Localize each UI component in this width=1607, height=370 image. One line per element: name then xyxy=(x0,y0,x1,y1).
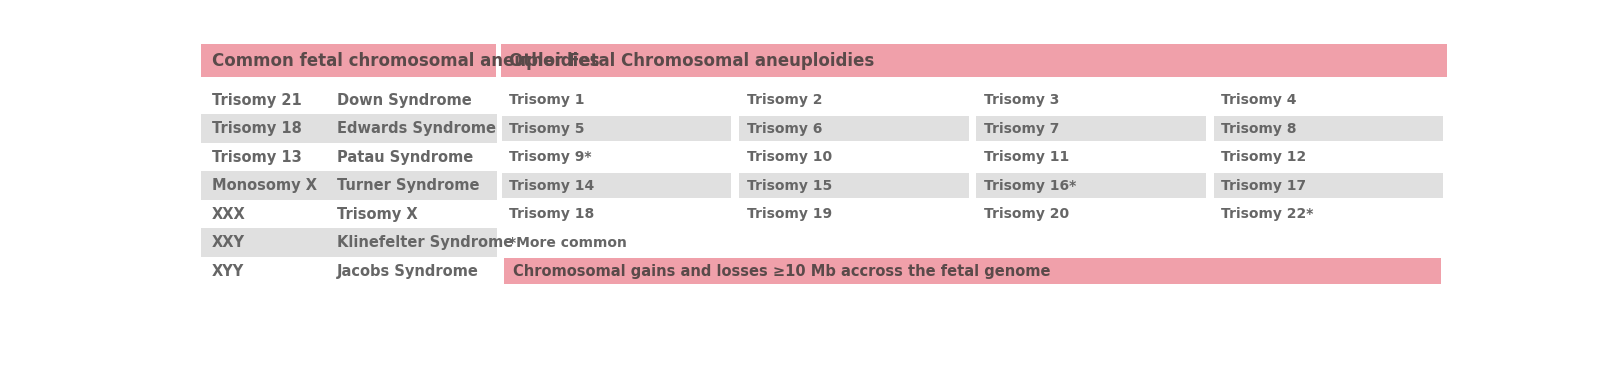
FancyBboxPatch shape xyxy=(975,173,1205,198)
Text: Trisomy 7: Trisomy 7 xyxy=(983,122,1059,136)
Text: Trisomy 6: Trisomy 6 xyxy=(746,122,821,136)
FancyBboxPatch shape xyxy=(201,228,498,257)
Text: Trisomy 5: Trisomy 5 xyxy=(509,122,585,136)
Text: Chromosomal gains and losses ≥10 Mb accross the fetal genome: Chromosomal gains and losses ≥10 Mb accr… xyxy=(513,264,1049,279)
Text: Trisomy 10: Trisomy 10 xyxy=(746,150,831,164)
FancyBboxPatch shape xyxy=(739,145,967,170)
Text: Trisomy 8: Trisomy 8 xyxy=(1221,122,1297,136)
FancyBboxPatch shape xyxy=(1213,88,1443,113)
Text: Trisomy 9*: Trisomy 9* xyxy=(509,150,591,164)
FancyBboxPatch shape xyxy=(739,116,967,141)
Text: Klinefelter Syndrome: Klinefelter Syndrome xyxy=(336,235,513,250)
Text: Jacobs Syndrome: Jacobs Syndrome xyxy=(336,264,479,279)
FancyBboxPatch shape xyxy=(497,44,501,77)
Text: Trisomy 22*: Trisomy 22* xyxy=(1221,207,1313,221)
FancyBboxPatch shape xyxy=(1213,202,1443,227)
Text: Down Syndrome: Down Syndrome xyxy=(336,93,471,108)
FancyBboxPatch shape xyxy=(975,116,1205,141)
FancyBboxPatch shape xyxy=(497,77,500,329)
FancyBboxPatch shape xyxy=(501,202,731,227)
Text: Trisomy 17: Trisomy 17 xyxy=(1221,179,1306,193)
Text: Turner Syndrome: Turner Syndrome xyxy=(336,178,479,193)
FancyBboxPatch shape xyxy=(201,114,498,143)
Text: Trisomy 11: Trisomy 11 xyxy=(983,150,1069,164)
Text: Trisomy 20: Trisomy 20 xyxy=(983,207,1069,221)
Text: Trisomy 3: Trisomy 3 xyxy=(983,93,1059,107)
FancyBboxPatch shape xyxy=(501,116,731,141)
Text: Trisomy 16*: Trisomy 16* xyxy=(983,179,1075,193)
Text: Trisomy 18: Trisomy 18 xyxy=(509,207,595,221)
FancyBboxPatch shape xyxy=(201,257,498,285)
FancyBboxPatch shape xyxy=(1213,116,1443,141)
FancyBboxPatch shape xyxy=(501,88,731,113)
FancyBboxPatch shape xyxy=(501,173,731,198)
Text: Edwards Syndrome: Edwards Syndrome xyxy=(336,121,495,136)
Text: Patau Syndrome: Patau Syndrome xyxy=(336,150,472,165)
FancyBboxPatch shape xyxy=(201,171,498,200)
FancyBboxPatch shape xyxy=(501,145,731,170)
FancyBboxPatch shape xyxy=(739,202,967,227)
FancyBboxPatch shape xyxy=(201,86,498,114)
FancyBboxPatch shape xyxy=(975,202,1205,227)
Text: *More common: *More common xyxy=(508,236,627,250)
Text: XXY: XXY xyxy=(212,235,244,250)
FancyBboxPatch shape xyxy=(201,44,498,77)
Text: Trisomy 12: Trisomy 12 xyxy=(1221,150,1306,164)
Text: Common fetal chromosomal aneuploidies: Common fetal chromosomal aneuploidies xyxy=(212,51,599,70)
Text: Trisomy 18: Trisomy 18 xyxy=(212,121,302,136)
Text: Other Fetal Chromosomal aneuploidies: Other Fetal Chromosomal aneuploidies xyxy=(508,51,873,70)
Text: Trisomy 2: Trisomy 2 xyxy=(746,93,821,107)
Text: Monosomy X: Monosomy X xyxy=(212,178,317,193)
Text: Trisomy 15: Trisomy 15 xyxy=(746,179,831,193)
Text: Trisomy 13: Trisomy 13 xyxy=(212,150,302,165)
Text: XXX: XXX xyxy=(212,207,246,222)
Text: Trisomy X: Trisomy X xyxy=(336,207,416,222)
FancyBboxPatch shape xyxy=(975,88,1205,113)
FancyBboxPatch shape xyxy=(739,88,967,113)
Text: Trisomy 19: Trisomy 19 xyxy=(746,207,831,221)
FancyBboxPatch shape xyxy=(503,259,1440,284)
FancyBboxPatch shape xyxy=(739,173,967,198)
FancyBboxPatch shape xyxy=(1213,173,1443,198)
FancyBboxPatch shape xyxy=(1213,145,1443,170)
Text: Trisomy 14: Trisomy 14 xyxy=(509,179,595,193)
Text: Trisomy 4: Trisomy 4 xyxy=(1221,93,1297,107)
Text: Trisomy 1: Trisomy 1 xyxy=(509,93,585,107)
FancyBboxPatch shape xyxy=(201,143,498,171)
Text: XYY: XYY xyxy=(212,264,244,279)
FancyBboxPatch shape xyxy=(201,200,498,228)
FancyBboxPatch shape xyxy=(975,145,1205,170)
Text: Trisomy 21: Trisomy 21 xyxy=(212,93,302,108)
FancyBboxPatch shape xyxy=(498,44,1446,77)
